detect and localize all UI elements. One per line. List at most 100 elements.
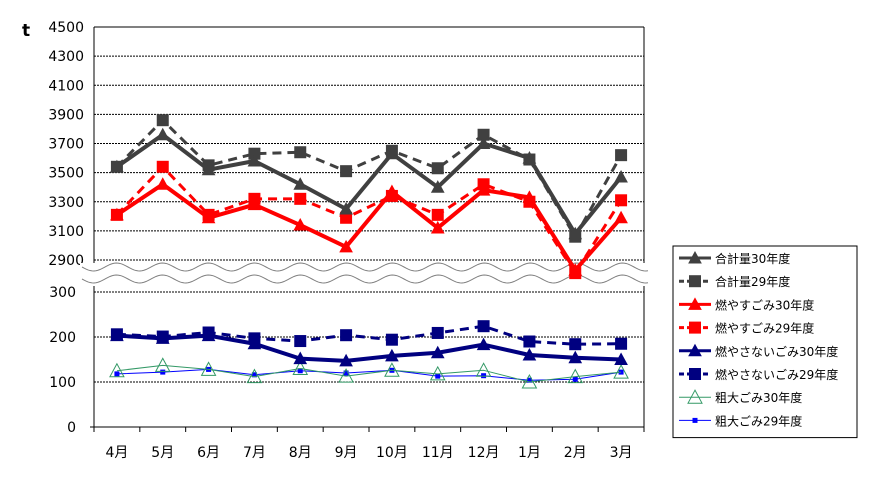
data-point [614,352,628,365]
data-point [568,263,583,276]
data-point [385,348,399,362]
series-line [115,182,623,273]
data-point [155,177,170,190]
legend-label: 燃やさないごみ29年度 [715,367,838,382]
data-point [247,153,262,167]
data-point [429,365,446,381]
data-point [572,376,578,382]
data-point [294,192,307,205]
data-point [615,194,628,207]
x-tick-label: 1月 [518,445,541,461]
unit-label: t [22,21,30,41]
data-point [293,177,308,190]
data-point [339,353,353,367]
x-tick-label: 10月 [376,445,408,461]
x-tick-label: 8月 [289,445,312,461]
data-point [297,368,303,374]
legend-marker [688,297,702,310]
data-point [109,362,125,378]
legend-label: 粗大ごみ29年度 [715,413,802,428]
x-tick-label: 6月 [197,445,220,461]
y-tick-label: 4300 [48,49,84,65]
series-line [116,368,622,381]
y-tick-label: 3300 [48,195,84,211]
data-point [481,373,487,379]
data-point [293,218,308,231]
data-point [614,169,628,183]
series-line [116,324,622,346]
data-point [477,320,490,333]
data-point [430,220,445,234]
data-point [110,159,124,173]
y-tick-label: 2900 [48,253,84,269]
data-point [385,333,398,346]
data-point [384,362,400,377]
data-point [614,210,628,224]
legend-label: 合計量30年度 [715,251,790,266]
series-line [116,364,622,383]
data-point [338,368,354,383]
axis-break-wave [81,274,649,284]
data-point [523,335,536,348]
data-point [114,371,120,377]
data-point [522,151,537,164]
series-line [115,132,623,236]
legend-marker [689,368,701,380]
data-point [292,360,309,375]
data-point [568,350,583,364]
data-point [385,184,399,198]
data-point [340,165,353,178]
data-point [339,239,353,253]
data-point [339,201,353,215]
data-point [430,180,445,193]
y-tick-label: 3500 [48,166,84,182]
data-point [294,146,307,159]
plot-area: 2900 3100 3300 3500 3700 3900 4100 4300 4500 0 100… [48,20,650,461]
x-tick-label: 7月 [243,445,266,461]
legend: 合計量30年度合計量29年度燃やすごみ30年度燃やすごみ29年度燃やさないごみ3… [672,245,858,439]
y-tick-label: 4500 [48,20,84,36]
legend-box [672,245,858,439]
data-point [247,197,262,211]
data-point [431,162,444,175]
legend-marker [688,343,702,357]
y-tick-label: 3100 [48,224,84,240]
x-tick-label: 4月 [105,445,128,461]
data-point [431,326,444,339]
data-point [156,114,169,127]
data-point [200,361,217,376]
data-point [476,337,491,351]
legend-label: 合計量29年度 [715,274,790,289]
legend-marker [689,275,701,288]
data-point [110,328,124,342]
data-point [568,226,583,240]
legend-label: 燃やすごみ30年度 [715,297,814,312]
data-point [431,208,444,221]
data-point [201,328,216,342]
legend-label: 粗大ごみ30年度 [715,390,802,405]
data-point [201,162,216,176]
y-tick-label: 3700 [48,137,84,153]
data-point [160,369,166,375]
data-point [615,149,628,162]
data-point [569,338,582,351]
data-point [110,207,124,221]
y-tick-label: 300 [49,285,76,301]
x-tick-label: 2月 [564,445,587,461]
x-tick-label: 9月 [335,445,358,461]
y-tick-label: 3900 [48,107,84,123]
axis-break-band [80,263,650,283]
y-tick-label: 100 [49,375,76,391]
y-tick-label: 200 [49,330,76,346]
data-point [246,368,263,384]
data-point [567,368,584,384]
legend-label: 燃やさないごみ30年度 [715,344,838,359]
data-point [155,331,170,344]
series-line [116,333,622,363]
data-point [476,183,491,196]
data-point [154,357,171,372]
axis-break-wave [81,262,649,272]
data-point [201,210,216,224]
data-point [247,336,262,350]
